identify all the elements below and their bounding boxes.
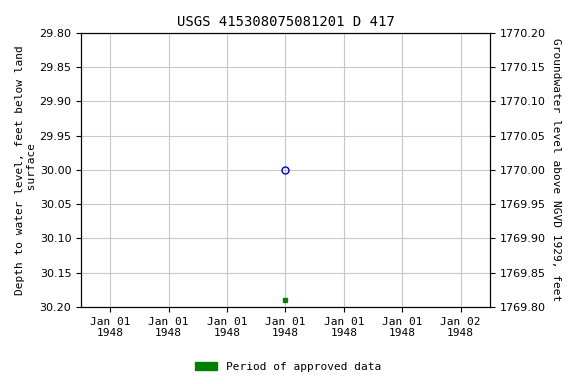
Title: USGS 415308075081201 D 417: USGS 415308075081201 D 417 (176, 15, 395, 29)
Y-axis label: Depth to water level, feet below land
 surface: Depth to water level, feet below land su… (15, 45, 37, 295)
Y-axis label: Groundwater level above NGVD 1929, feet: Groundwater level above NGVD 1929, feet (551, 38, 561, 301)
Legend: Period of approved data: Period of approved data (191, 358, 385, 377)
